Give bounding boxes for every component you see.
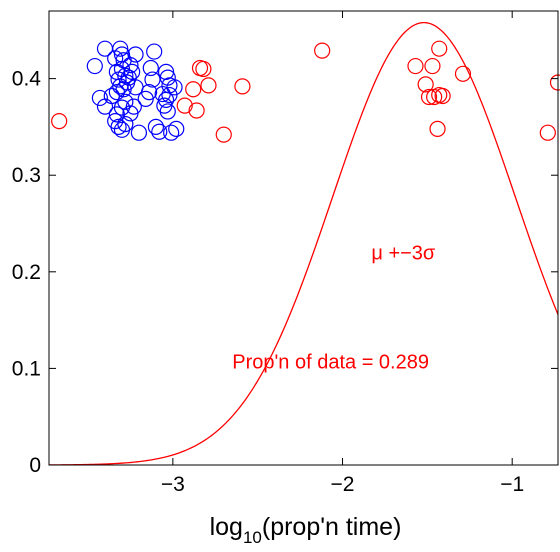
- scatter-point-blue: [115, 81, 132, 98]
- scatter-point-red: [424, 57, 441, 75]
- scatter-point-red: [417, 76, 434, 93]
- scatter-point-red: [407, 57, 424, 75]
- scatter-point-blue: [130, 124, 148, 141]
- scatter-point-blue: [110, 118, 127, 136]
- y-tick-label: 0: [29, 454, 41, 477]
- x-axis-label-base: log: [210, 513, 243, 541]
- scatter-point-blue: [127, 46, 144, 63]
- scatter-point-blue: [117, 93, 134, 110]
- scatter-point-red: [539, 124, 556, 141]
- x-tick-label: −2: [331, 473, 355, 496]
- scatter-point-red: [549, 74, 560, 91]
- scatter-point-blue: [91, 89, 109, 107]
- x-axis-label-rest: (prop'n time): [262, 513, 402, 541]
- scatter-point-red: [420, 88, 438, 106]
- scatter-point-red: [314, 42, 331, 59]
- scatter-point-blue: [151, 123, 168, 140]
- x-axis-label: log10(prop'n time): [210, 513, 402, 547]
- scatter-point-red: [431, 40, 448, 57]
- scatter-point-red: [200, 77, 217, 94]
- scatter-point-red: [195, 60, 212, 78]
- scatter-point-blue: [96, 40, 114, 57]
- scatter-point-blue: [108, 84, 125, 101]
- scatter-point-red: [188, 102, 205, 119]
- scatter-point-blue: [122, 56, 139, 74]
- annotation-1: μ +−3σ: [371, 242, 436, 264]
- scatter-point-blue: [147, 118, 164, 136]
- scatter-point-red: [51, 113, 68, 130]
- scatter-point-blue: [154, 85, 171, 103]
- scatter-point-red: [429, 120, 446, 137]
- annotation-2: Prop'n of data = 0.289: [232, 351, 429, 373]
- scatter-point-blue: [141, 84, 158, 101]
- scatter-point-blue: [124, 63, 141, 80]
- scatter-point-blue: [86, 57, 103, 75]
- scatter-point-blue: [163, 124, 180, 141]
- scatter-point-blue: [108, 106, 125, 123]
- scatter-point-blue: [112, 40, 129, 57]
- scatter-point-blue: [159, 103, 176, 120]
- scatter-point-red: [434, 87, 451, 105]
- scatter-point-red: [454, 65, 472, 82]
- scatter-point-blue: [146, 43, 163, 60]
- scatter-point-blue: [142, 59, 159, 77]
- scatter-point-blue: [117, 115, 134, 133]
- normal-curve: [49, 21, 559, 466]
- y-tick-label: 0.1: [12, 357, 41, 380]
- y-tick-label: 0.4: [12, 68, 42, 91]
- y-tick-label: 0.2: [12, 261, 41, 284]
- axes-box: [48, 10, 559, 466]
- x-tick-label: −1: [500, 473, 524, 496]
- x-tick-label: −3: [161, 473, 185, 496]
- scatter-point-blue: [125, 98, 142, 115]
- scatter-point-red: [185, 81, 202, 98]
- scatter-point-red: [176, 97, 193, 114]
- x-axis-label-subscript: 10: [243, 528, 262, 547]
- scatter-point-red: [215, 126, 232, 143]
- scatter-point-blue: [168, 120, 185, 137]
- scatter-point-blue: [157, 63, 175, 80]
- y-tick-label: 0.3: [12, 164, 41, 187]
- scatter-point-red: [234, 78, 251, 95]
